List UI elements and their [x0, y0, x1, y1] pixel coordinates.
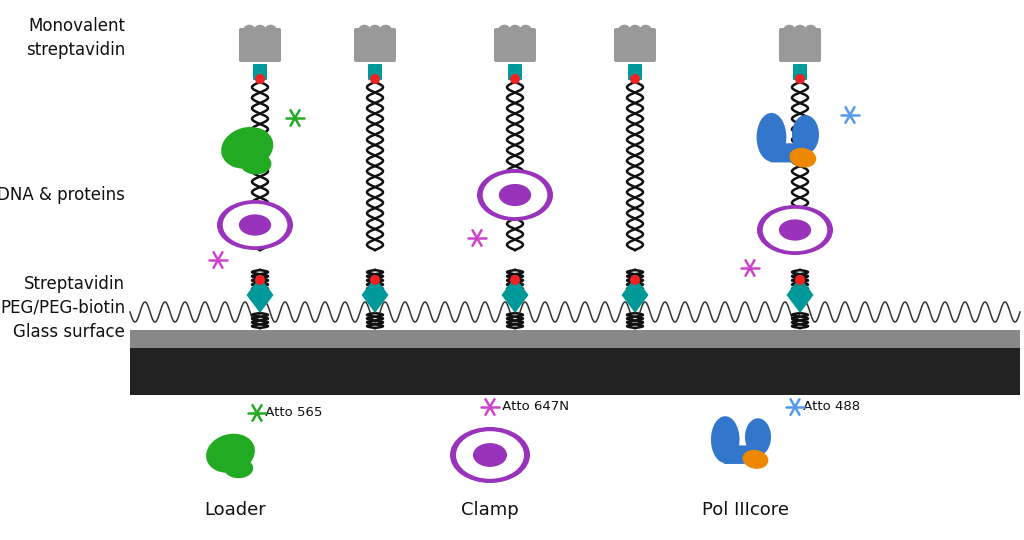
Ellipse shape — [254, 25, 266, 35]
Ellipse shape — [473, 443, 507, 467]
Ellipse shape — [222, 204, 288, 246]
FancyBboxPatch shape — [793, 64, 807, 80]
Ellipse shape — [792, 115, 819, 154]
Ellipse shape — [779, 219, 811, 241]
FancyBboxPatch shape — [723, 446, 760, 464]
Circle shape — [255, 275, 265, 285]
Ellipse shape — [477, 169, 553, 221]
Circle shape — [370, 275, 380, 285]
FancyBboxPatch shape — [614, 28, 656, 62]
Ellipse shape — [224, 458, 253, 478]
Ellipse shape — [763, 209, 827, 251]
Ellipse shape — [745, 418, 771, 456]
Ellipse shape — [358, 25, 371, 35]
Text: Loader: Loader — [204, 501, 266, 519]
Circle shape — [255, 74, 265, 84]
FancyBboxPatch shape — [769, 143, 807, 163]
Text: Clamp: Clamp — [461, 501, 519, 519]
Ellipse shape — [794, 25, 806, 35]
Polygon shape — [247, 277, 273, 313]
FancyBboxPatch shape — [494, 28, 536, 62]
FancyBboxPatch shape — [354, 28, 396, 62]
Ellipse shape — [499, 184, 531, 206]
Circle shape — [510, 74, 520, 84]
Text: Atto 488: Atto 488 — [799, 401, 860, 414]
Ellipse shape — [711, 416, 739, 463]
Ellipse shape — [757, 113, 786, 161]
Polygon shape — [502, 277, 528, 313]
Text: Streptavidin
PEG/PEG-biotin
Glass surface: Streptavidin PEG/PEG-biotin Glass surfac… — [0, 275, 125, 341]
Polygon shape — [361, 277, 388, 313]
Circle shape — [370, 74, 380, 84]
FancyBboxPatch shape — [368, 64, 382, 80]
Ellipse shape — [640, 25, 651, 35]
Text: DNA & proteins: DNA & proteins — [0, 186, 125, 204]
Bar — [130, 330, 1020, 395]
FancyBboxPatch shape — [779, 28, 821, 62]
Ellipse shape — [239, 214, 271, 235]
Circle shape — [795, 74, 805, 84]
Ellipse shape — [264, 25, 276, 35]
Ellipse shape — [618, 25, 631, 35]
Ellipse shape — [380, 25, 392, 35]
FancyBboxPatch shape — [253, 64, 267, 80]
Ellipse shape — [482, 173, 547, 217]
Text: Atto 565: Atto 565 — [261, 407, 323, 420]
Circle shape — [795, 275, 805, 285]
Circle shape — [510, 275, 520, 285]
Ellipse shape — [221, 127, 273, 168]
Circle shape — [630, 275, 640, 285]
Text: Monovalent
streptavidin: Monovalent streptavidin — [26, 17, 125, 59]
Ellipse shape — [369, 25, 381, 35]
Polygon shape — [786, 277, 813, 313]
Ellipse shape — [456, 431, 524, 479]
FancyBboxPatch shape — [239, 28, 281, 62]
Ellipse shape — [757, 205, 833, 255]
Circle shape — [630, 74, 640, 84]
Ellipse shape — [206, 434, 255, 473]
Ellipse shape — [742, 450, 768, 469]
Ellipse shape — [217, 200, 293, 250]
Ellipse shape — [790, 148, 816, 167]
Text: Pol IIIcore: Pol IIIcore — [701, 501, 788, 519]
Ellipse shape — [629, 25, 641, 35]
Bar — [130, 330, 1020, 348]
FancyBboxPatch shape — [628, 64, 642, 80]
Ellipse shape — [499, 25, 510, 35]
Ellipse shape — [244, 25, 255, 35]
Text: Atto 647N: Atto 647N — [498, 401, 569, 414]
Ellipse shape — [519, 25, 531, 35]
Ellipse shape — [805, 25, 817, 35]
Ellipse shape — [241, 153, 271, 174]
Polygon shape — [622, 277, 648, 313]
Ellipse shape — [509, 25, 521, 35]
FancyBboxPatch shape — [508, 64, 522, 80]
Ellipse shape — [783, 25, 796, 35]
Ellipse shape — [450, 427, 530, 483]
